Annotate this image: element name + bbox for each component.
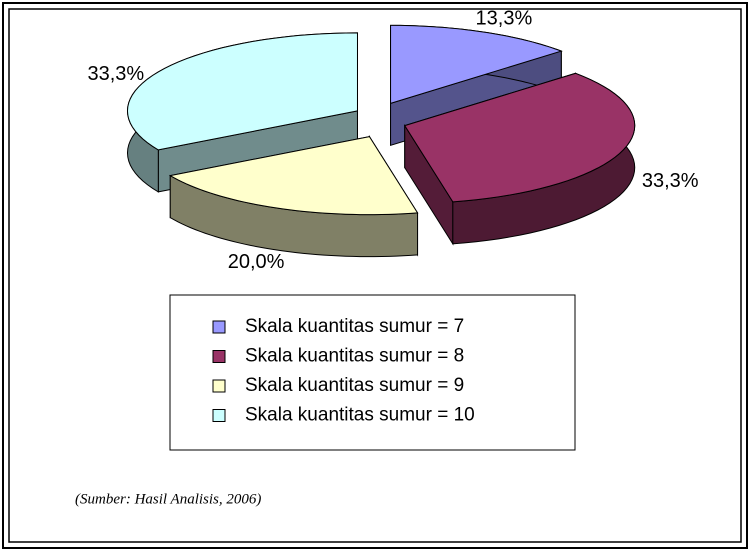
legend-label: Skala kuantitas sumur = 10 [245, 405, 475, 426]
data-label: 13,3% [476, 8, 533, 30]
legend-label: Skala kuantitas sumur = 8 [245, 346, 464, 367]
legend-swatch [212, 350, 226, 363]
legend-box [169, 294, 576, 451]
data-label: 20,0% [228, 251, 285, 273]
legend-swatch [212, 409, 226, 422]
inner-frame [8, 8, 742, 543]
data-label: 33,3% [642, 170, 699, 192]
legend-swatch [212, 320, 226, 334]
legend-label: Skala kuantitas sumur = 7 [245, 316, 464, 337]
slice [126, 32, 358, 151]
legend-swatch [212, 379, 226, 393]
slice [390, 24, 563, 105]
slice [168, 136, 419, 216]
slice [403, 72, 636, 203]
legend-label: Skala kuantitas sumur = 9 [245, 375, 464, 396]
pie: 13,3% 33,3% 20,0% 33,3% [88, 8, 699, 273]
legend: Skala kuantitas sumur = 7 Skala kuantitas… [212, 316, 475, 426]
source-note: (Sumber: Hasil Analisis, 2006) [75, 491, 261, 507]
data-label: 33,3% [88, 63, 145, 85]
